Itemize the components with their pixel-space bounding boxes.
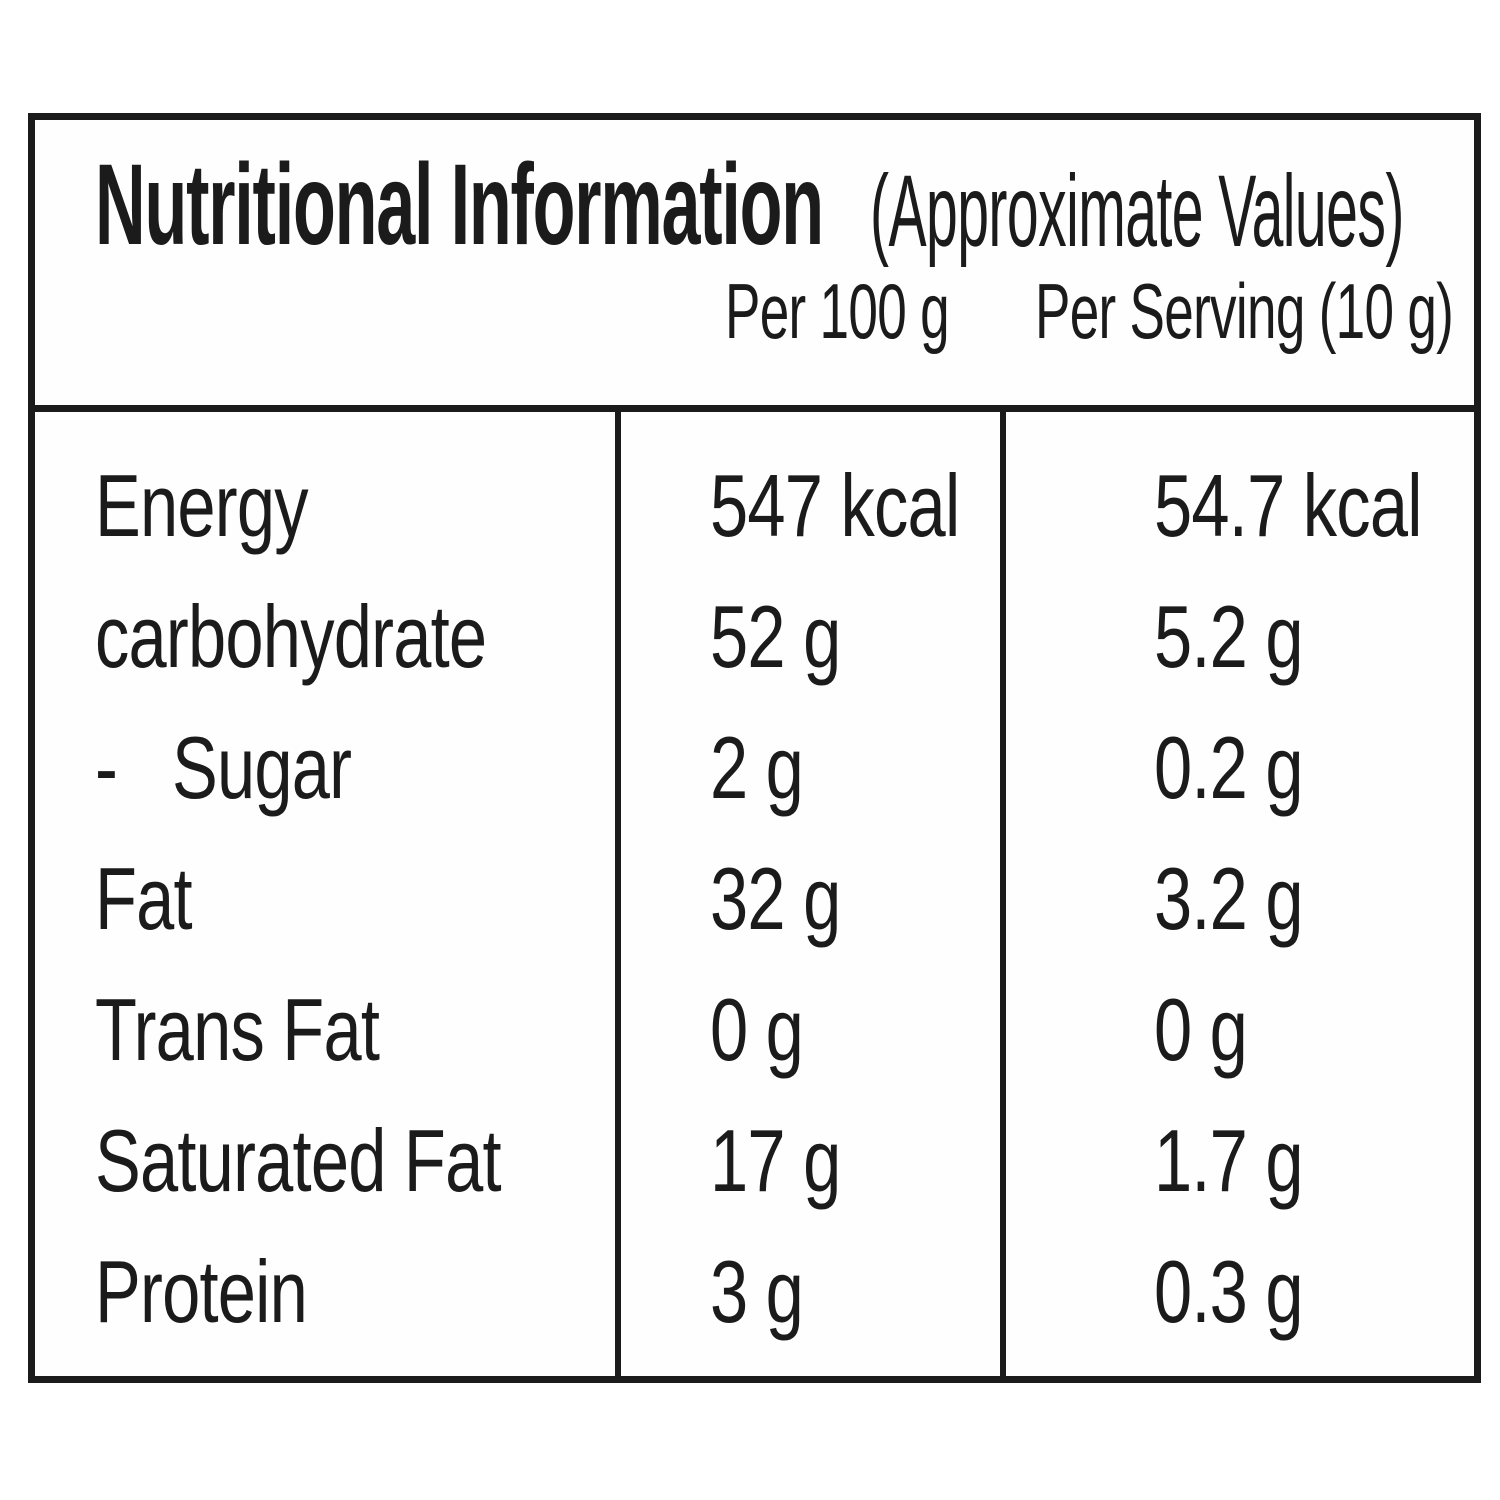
row-label-text: Protein [95, 1241, 308, 1341]
row-label-carbohydrate: carbohydrate [35, 571, 615, 702]
value-text: 54.7 kcal [1154, 455, 1422, 555]
value-fat-per-serving: 3.2 g [1006, 833, 1497, 964]
value-sugar-per-100g: 2 g [621, 702, 1000, 833]
value-saturated-fat-per-serving: 1.7 g [1006, 1095, 1497, 1226]
value-text: 52 g [710, 586, 841, 686]
row-label-text: - Sugar [95, 717, 352, 817]
value-text: 0.3 g [1154, 1241, 1304, 1341]
value-text: 0 g [1154, 979, 1248, 1079]
page-title: Nutritional Information [95, 141, 824, 269]
row-label-protein: Protein [35, 1226, 615, 1357]
value-text: 17 g [710, 1110, 841, 1210]
row-label-text: Energy [95, 455, 309, 555]
table-body: Energy carbohydrate - Sugar Fat Trans Fa… [35, 412, 1474, 1376]
value-trans-fat-per-100g: 0 g [621, 964, 1000, 1095]
value-fat-per-100g: 32 g [621, 833, 1000, 964]
value-text: 0.2 g [1154, 717, 1304, 817]
row-label-fat: Fat [35, 833, 615, 964]
value-text: 1.7 g [1154, 1110, 1304, 1210]
value-text: 547 kcal [710, 455, 960, 555]
value-energy-per-serving: 54.7 kcal [1006, 440, 1497, 571]
column-header-per-100g: Per 100 g [725, 267, 950, 355]
value-text: 3.2 g [1154, 848, 1304, 948]
nutrient-labels-column: Energy carbohydrate - Sugar Fat Trans Fa… [35, 412, 615, 1376]
row-label-saturated-fat: Saturated Fat [35, 1095, 615, 1226]
per-serving-column: 54.7 kcal 5.2 g 0.2 g 3.2 g 0 g 1.7 g 0.… [1000, 412, 1497, 1376]
value-text: 32 g [710, 848, 841, 948]
row-label-sugar: - Sugar [35, 702, 615, 833]
row-label-text: Trans Fat [95, 979, 380, 1079]
row-label-trans-fat: Trans Fat [35, 964, 615, 1095]
value-carbohydrate-per-serving: 5.2 g [1006, 571, 1497, 702]
value-saturated-fat-per-100g: 17 g [621, 1095, 1000, 1226]
value-text: 3 g [710, 1241, 804, 1341]
value-text: 5.2 g [1154, 586, 1304, 686]
title-approximate-values: (Approximate Values) [870, 154, 1404, 268]
nutrition-table: Nutritional Information (Approximate Val… [28, 113, 1481, 1383]
value-text: 0 g [710, 979, 804, 1079]
column-header-per-serving: Per Serving (10 g) [1035, 267, 1454, 355]
row-label-text: Saturated Fat [95, 1110, 502, 1210]
value-carbohydrate-per-100g: 52 g [621, 571, 1000, 702]
row-label-text: Fat [95, 848, 193, 948]
value-protein-per-serving: 0.3 g [1006, 1226, 1497, 1357]
table-header: Nutritional Information (Approximate Val… [35, 120, 1474, 412]
per-100g-column: 547 kcal 52 g 2 g 32 g 0 g 17 g 3 g [615, 412, 1000, 1376]
value-sugar-per-serving: 0.2 g [1006, 702, 1497, 833]
row-label-text: carbohydrate [95, 586, 487, 686]
value-protein-per-100g: 3 g [621, 1226, 1000, 1357]
value-text: 2 g [710, 717, 804, 817]
value-energy-per-100g: 547 kcal [621, 440, 1000, 571]
row-label-energy: Energy [35, 440, 615, 571]
value-trans-fat-per-serving: 0 g [1006, 964, 1497, 1095]
